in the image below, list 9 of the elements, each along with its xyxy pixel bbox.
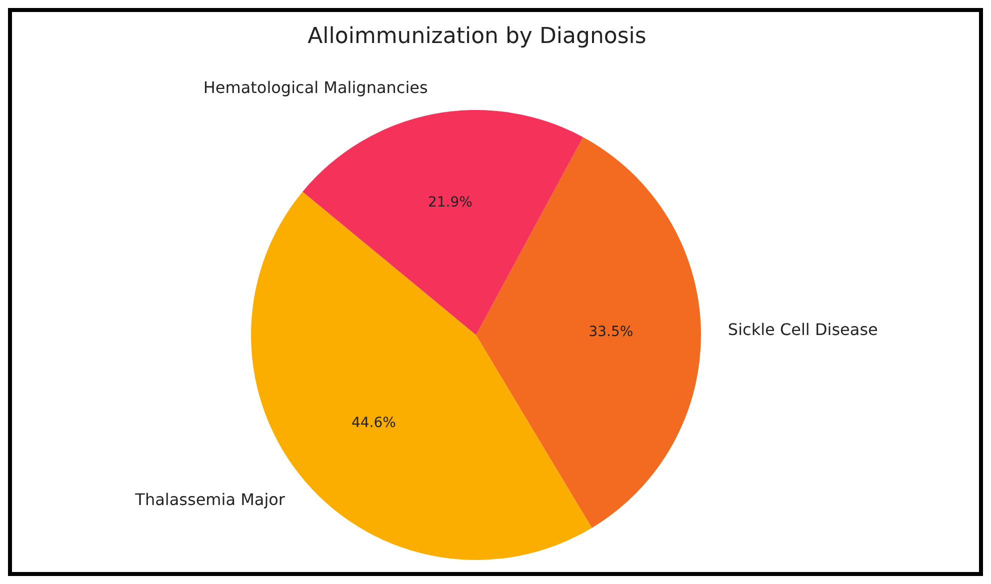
chart-title: Alloimmunization by Diagnosis [306, 24, 648, 49]
slice-label: Hematological Malignancies [203, 78, 428, 98]
slice-label: Sickle Cell Disease [728, 320, 878, 339]
pie-slice [302, 110, 584, 335]
data-label: 44.6% [351, 415, 396, 432]
slice-label: Thalassemia Major [134, 490, 286, 509]
pie-slice [476, 137, 701, 528]
data-label: 21.9% [428, 194, 472, 210]
data-label: 33.5% [588, 324, 634, 340]
